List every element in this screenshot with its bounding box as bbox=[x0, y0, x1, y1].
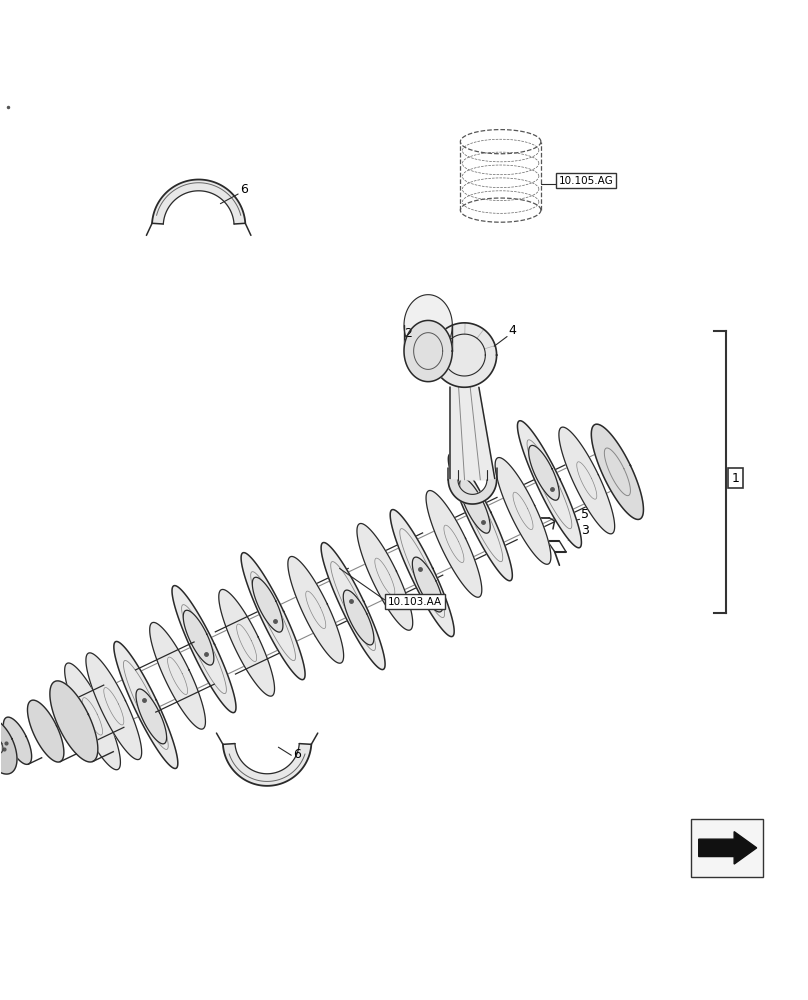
Polygon shape bbox=[426, 491, 482, 597]
Polygon shape bbox=[432, 323, 497, 387]
Polygon shape bbox=[517, 421, 582, 548]
Text: 6: 6 bbox=[241, 183, 248, 196]
Polygon shape bbox=[404, 295, 452, 356]
Polygon shape bbox=[252, 577, 283, 632]
Polygon shape bbox=[288, 556, 343, 663]
Polygon shape bbox=[86, 653, 141, 760]
Polygon shape bbox=[50, 681, 98, 762]
Polygon shape bbox=[114, 641, 178, 769]
Polygon shape bbox=[172, 586, 236, 713]
Polygon shape bbox=[448, 480, 497, 504]
Text: 2: 2 bbox=[404, 327, 412, 340]
Polygon shape bbox=[65, 663, 120, 770]
Polygon shape bbox=[448, 454, 512, 581]
Text: 3: 3 bbox=[581, 524, 589, 537]
Polygon shape bbox=[0, 717, 17, 774]
Polygon shape bbox=[412, 557, 443, 612]
Text: 10.105.AG: 10.105.AG bbox=[558, 176, 613, 186]
Text: 4: 4 bbox=[509, 324, 516, 337]
Polygon shape bbox=[183, 610, 214, 665]
Polygon shape bbox=[152, 180, 246, 224]
Polygon shape bbox=[450, 387, 495, 480]
Text: 6: 6 bbox=[292, 748, 301, 761]
Polygon shape bbox=[390, 510, 454, 637]
Polygon shape bbox=[219, 589, 275, 696]
Polygon shape bbox=[321, 543, 385, 670]
Polygon shape bbox=[27, 700, 64, 762]
Polygon shape bbox=[460, 478, 490, 533]
Text: 10.103.AA: 10.103.AA bbox=[388, 597, 442, 607]
Polygon shape bbox=[136, 689, 166, 744]
Polygon shape bbox=[559, 427, 615, 534]
Polygon shape bbox=[495, 458, 551, 564]
Text: 5: 5 bbox=[581, 508, 589, 521]
Text: 1: 1 bbox=[732, 472, 739, 485]
Bar bbox=[691, 819, 763, 877]
Polygon shape bbox=[3, 717, 32, 764]
Polygon shape bbox=[699, 832, 756, 864]
Polygon shape bbox=[528, 445, 559, 500]
Polygon shape bbox=[404, 320, 452, 382]
Polygon shape bbox=[241, 553, 305, 680]
Polygon shape bbox=[591, 424, 643, 519]
Polygon shape bbox=[223, 744, 311, 786]
Polygon shape bbox=[149, 622, 205, 729]
Polygon shape bbox=[343, 590, 374, 645]
Polygon shape bbox=[357, 523, 413, 630]
